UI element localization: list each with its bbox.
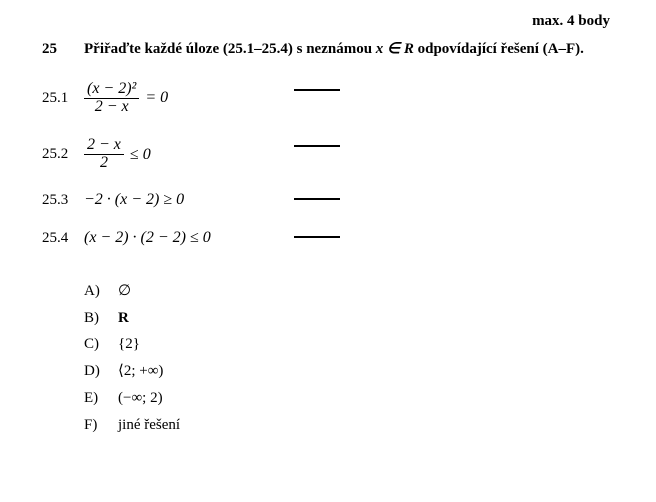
option-label: A) [84, 282, 118, 301]
sub-25-3: 25.3 −2 · (x − 2) ≥ 0 [42, 190, 614, 210]
fraction-denominator: 2 − x [92, 99, 132, 116]
question-var: x ∈ R [376, 41, 414, 57]
answer-blank[interactable] [294, 89, 340, 91]
question-text-part2: odpovídající řešení (A–F). [414, 41, 584, 57]
question-number: 25 [42, 40, 84, 59]
option-label: B) [84, 309, 118, 328]
sub-label: 25.2 [42, 145, 84, 164]
sub-label: 25.3 [42, 191, 84, 210]
option-C: C) {2} [84, 335, 614, 354]
option-value: R [118, 309, 129, 328]
expr: −2 · (x − 2) ≥ 0 [84, 190, 184, 210]
sub-label: 25.1 [42, 89, 84, 108]
expr: (x − 2) · (2 − 2) ≤ 0 [84, 228, 211, 248]
option-label: C) [84, 335, 118, 354]
sub-expression: 2 − x 2 ≤ 0 [84, 137, 284, 172]
answer-options: A) ∅ B) R C) {2} D) ⟨2; +∞) E) (−∞; 2) F… [84, 282, 614, 435]
question-header: 25 Přiřaďte každé úloze (25.1–25.4) s ne… [42, 40, 614, 59]
fraction: 2 − x 2 [84, 137, 124, 172]
option-A: A) ∅ [84, 282, 614, 301]
fraction-numerator: 2 − x [84, 137, 124, 154]
fraction-denominator: 2 [97, 155, 111, 172]
answer-blank[interactable] [294, 198, 340, 200]
sub-expression: (x − 2)² 2 − x = 0 [84, 81, 284, 116]
sub-25-1: 25.1 (x − 2)² 2 − x = 0 [42, 81, 614, 116]
question-text-part1: Přiřaďte každé úloze (25.1–25.4) s nezná… [84, 41, 376, 57]
option-value: ∅ [118, 282, 131, 301]
sub-25-2: 25.2 2 − x 2 ≤ 0 [42, 137, 614, 172]
answer-blank[interactable] [294, 236, 340, 238]
max-points: max. 4 body [532, 12, 610, 31]
option-label: F) [84, 416, 118, 435]
sub-25-4: 25.4 (x − 2) · (2 − 2) ≤ 0 [42, 228, 614, 248]
option-F: F) jiné řešení [84, 416, 614, 435]
sub-expression: −2 · (x − 2) ≥ 0 [84, 190, 284, 210]
option-D: D) ⟨2; +∞) [84, 362, 614, 381]
fraction: (x − 2)² 2 − x [84, 81, 139, 116]
fraction-numerator: (x − 2)² [84, 81, 139, 98]
sub-expression: (x − 2) · (2 − 2) ≤ 0 [84, 228, 284, 248]
option-value: (−∞; 2) [118, 389, 163, 408]
question-text: Přiřaďte každé úloze (25.1–25.4) s nezná… [84, 40, 614, 59]
option-value: jiné řešení [118, 416, 180, 435]
option-E: E) (−∞; 2) [84, 389, 614, 408]
option-label: E) [84, 389, 118, 408]
expr-tail: = 0 [145, 88, 168, 108]
expr-tail: ≤ 0 [130, 145, 151, 165]
option-label: D) [84, 362, 118, 381]
exam-page: max. 4 body 25 Přiřaďte každé úloze (25.… [0, 0, 656, 502]
option-value: ⟨2; +∞) [118, 362, 163, 381]
sub-label: 25.4 [42, 229, 84, 248]
option-value: {2} [118, 335, 140, 354]
answer-blank[interactable] [294, 145, 340, 147]
option-B: B) R [84, 309, 614, 328]
